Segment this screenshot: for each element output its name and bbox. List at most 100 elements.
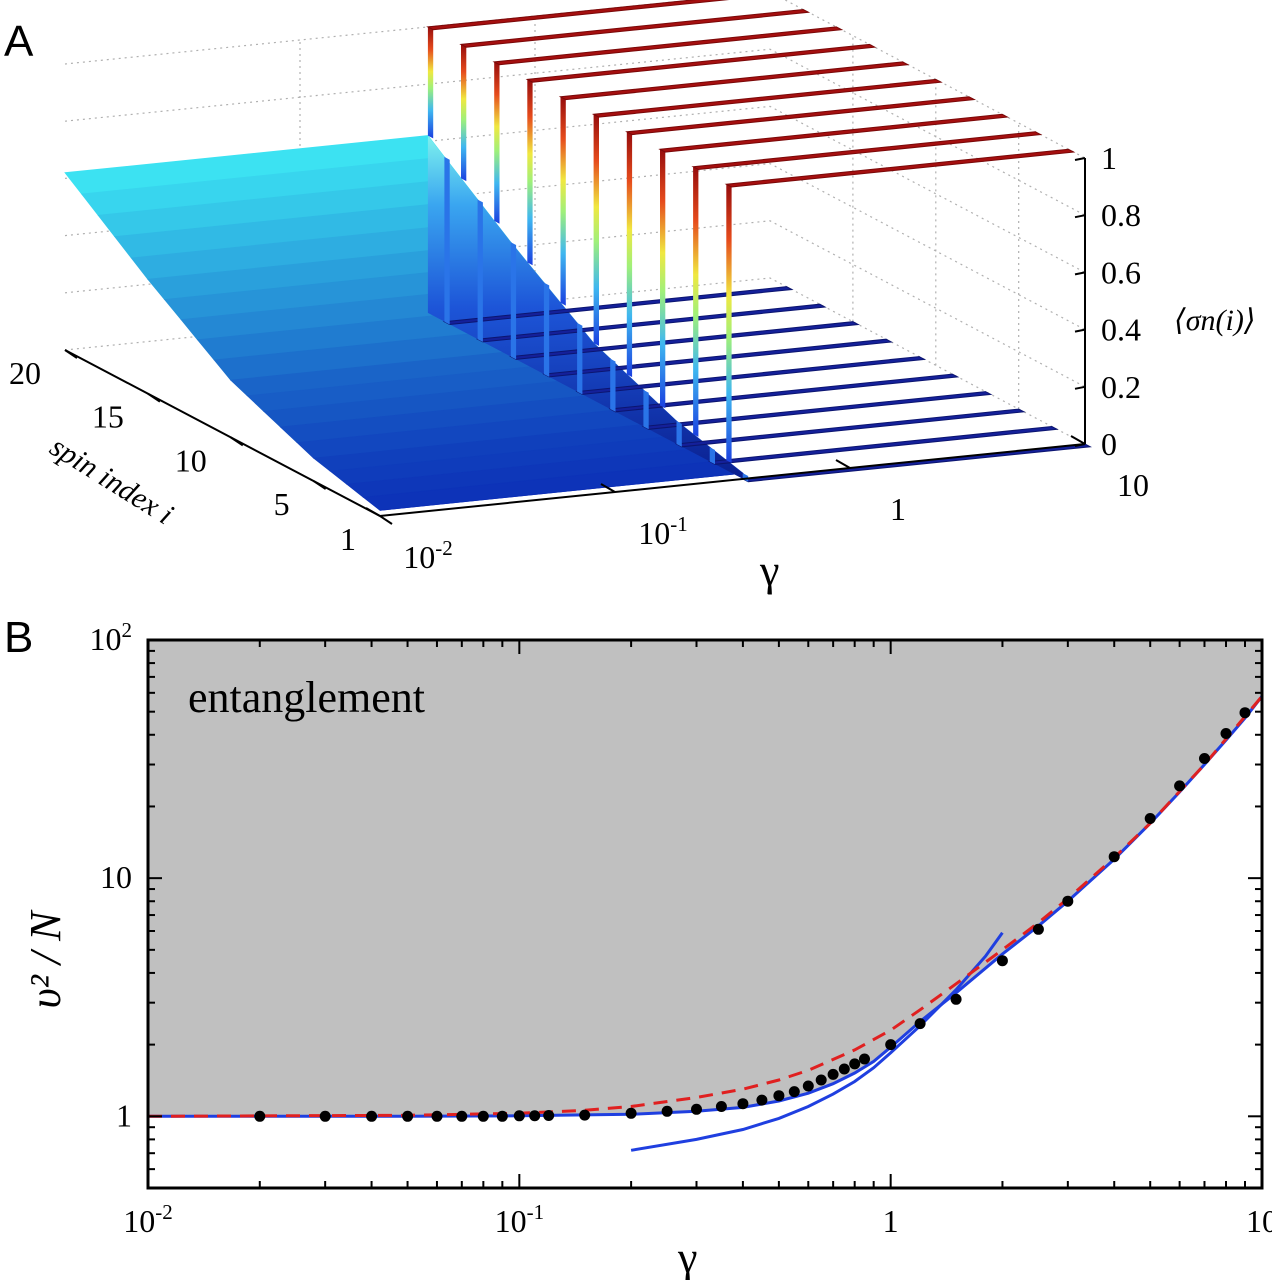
data-point <box>1062 895 1074 907</box>
data-point <box>1144 813 1156 824</box>
panel-a-axes <box>64 158 1086 517</box>
gamma-tick-label: 10-1 <box>638 512 688 551</box>
ridge-high-top <box>658 113 1010 153</box>
data-point <box>1032 923 1044 935</box>
z-tick-label: 0.8 <box>1101 197 1141 233</box>
data-point <box>950 993 962 1005</box>
back-wall-gridline <box>64 0 1086 159</box>
ridge-high-top <box>691 131 1043 171</box>
data-point <box>431 1110 443 1122</box>
gamma-tick-label: 10-2 <box>403 536 453 575</box>
ridge-high-top <box>724 148 1076 188</box>
z-tick-label: 0.2 <box>1101 369 1141 405</box>
z-tick-mark <box>1074 385 1086 390</box>
panel-b-frame <box>146 638 1264 1190</box>
panel-b-plot-area: 10-2 10-1 1 10 1 10 102 <box>90 618 1272 1239</box>
x-tick-label: 10-1 <box>495 1200 545 1239</box>
z-tick-mark <box>1074 328 1086 333</box>
z-tick-label: 1 <box>1101 140 1117 176</box>
data-point <box>625 1107 637 1119</box>
y-tick-label: 1 <box>116 1097 132 1133</box>
z-tick-mark <box>1074 443 1086 447</box>
data-point <box>773 1090 785 1102</box>
data-point <box>402 1110 414 1122</box>
spin-tick-mark <box>379 515 393 525</box>
data-point <box>366 1110 378 1122</box>
spin-tick-mark <box>64 349 78 359</box>
ridge-high-top <box>492 26 844 66</box>
ridge-high-wall <box>726 184 732 463</box>
data-point <box>254 1110 266 1122</box>
spin-tick-mark <box>147 392 161 403</box>
ridge-low-floor <box>674 408 1026 448</box>
data-point <box>691 1103 702 1115</box>
panel-a-z-axis-label: ⟨σn(i)⟩ <box>1174 304 1256 337</box>
data-point <box>661 1105 673 1117</box>
spin-tick-mark <box>230 436 244 447</box>
gamma-tick-mark <box>1070 435 1086 445</box>
data-point <box>513 1110 525 1122</box>
ridge-low-wall <box>444 156 450 325</box>
data-point <box>1108 851 1120 863</box>
panel-a-surface <box>64 0 1092 511</box>
data-point <box>849 1058 861 1070</box>
panel-a-x-axis-label: γ <box>759 546 779 595</box>
data-point <box>802 1080 814 1092</box>
ridge-low-floor <box>509 321 860 360</box>
data-point <box>1174 780 1186 792</box>
panel-a-label: A <box>4 17 34 66</box>
spin-tick-mark <box>313 480 327 490</box>
back-wall-gridline <box>64 48 1086 216</box>
data-point <box>529 1110 541 1122</box>
x-tick-label: 10-2 <box>123 1200 173 1239</box>
x-tick-label: 1 <box>883 1203 899 1239</box>
ridge-high-wall <box>626 131 633 378</box>
z-tick-label: 0 <box>1101 426 1117 462</box>
data-point <box>838 1063 850 1075</box>
panel-a-gamma-ticks: 10-2 10-1 1 10 <box>365 435 1149 575</box>
ridge-high-wall <box>494 61 500 224</box>
x-tick-label: 10 <box>1246 1203 1272 1239</box>
data-point <box>579 1109 591 1121</box>
gamma-axis-line <box>379 443 1086 517</box>
data-point <box>496 1110 508 1122</box>
y-tick-label: 10 <box>100 859 132 895</box>
series-line-blue-approx <box>630 931 1004 1152</box>
panel-b: B 10-2 10-1 1 10 1 10 102 entanglement γ υ² / … <box>4 613 1272 1280</box>
back-wall-gridline <box>64 220 1086 388</box>
ridge-high-wall <box>427 26 434 139</box>
data-point <box>885 1039 897 1051</box>
panel-a-gridlines <box>64 0 1086 445</box>
ridge-high-wall <box>560 96 566 306</box>
spin-tick-label: 10 <box>175 442 207 478</box>
spin-tick-label: 20 <box>9 355 41 391</box>
spin-tick-label: 5 <box>274 486 290 522</box>
entanglement-shaded-region <box>148 640 1262 1117</box>
data-point <box>319 1110 331 1122</box>
data-point <box>815 1074 827 1086</box>
smooth-surface-front <box>427 135 743 479</box>
ridge-low-wall <box>510 242 517 360</box>
z-tick-mark <box>1074 157 1086 161</box>
back-wall-gridline <box>64 162 1086 331</box>
data-point <box>1199 753 1210 764</box>
data-point <box>477 1110 489 1122</box>
gamma-tick-mark <box>365 507 381 517</box>
ridge-high-wall <box>527 79 533 266</box>
ridge-high-top <box>558 61 910 101</box>
back-wall-gridline <box>64 105 1086 273</box>
data-point <box>788 1086 800 1098</box>
spin-tick-label: 1 <box>340 521 356 557</box>
ridge-low-wall <box>577 322 583 395</box>
ridge-high-wall <box>461 44 467 182</box>
ridge-high-top <box>459 8 811 48</box>
ridge-low-floor <box>442 286 794 326</box>
gamma-tick-label: 10 <box>1117 467 1149 503</box>
ridge-low-wall <box>709 447 715 465</box>
data-point <box>1239 707 1251 719</box>
data-point <box>914 1018 926 1030</box>
data-point <box>715 1101 727 1112</box>
spin-tick-label: 15 <box>92 399 124 435</box>
